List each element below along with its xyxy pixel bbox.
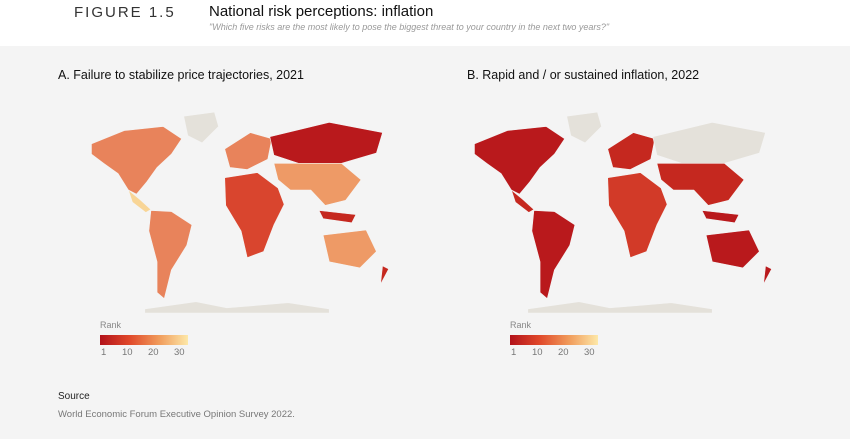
- legend-tick: 10: [532, 347, 543, 358]
- legend-tick: 1: [101, 347, 107, 358]
- region-africa: [224, 172, 285, 259]
- region-south-asia: [656, 163, 745, 206]
- legend-tick: 20: [558, 347, 569, 358]
- region-new-zealand: [763, 265, 773, 285]
- region-russia: [652, 122, 766, 164]
- source-text: World Economic Forum Executive Opinion S…: [58, 409, 295, 420]
- region-new-zealand: [380, 265, 390, 285]
- region-indonesia: [318, 210, 357, 224]
- header: FIGURE 1.5 National risk perceptions: in…: [0, 0, 850, 46]
- region-antarctica: [527, 301, 713, 313]
- region-australia: [705, 229, 760, 269]
- panel-a-title: A. Failure to stabilize price trajectori…: [58, 68, 304, 82]
- legend-tick: 30: [584, 347, 595, 358]
- figure-subtitle: "Which five risks are the most likely to…: [209, 22, 610, 32]
- panel-b-title: B. Rapid and / or sustained inflation, 2…: [467, 68, 700, 82]
- legend-label: Rank: [100, 320, 122, 330]
- legend-tick: 1: [511, 347, 517, 358]
- legend-color-scale: [100, 335, 188, 345]
- region-africa: [607, 172, 668, 259]
- region-antarctica: [144, 301, 330, 313]
- source-label: Source: [58, 391, 90, 402]
- region-europe: [607, 132, 656, 170]
- region-central-america: [127, 189, 152, 213]
- legend-tick: 30: [174, 347, 185, 358]
- region-greenland: [566, 111, 602, 144]
- map-panel-b: [474, 111, 773, 313]
- legend-tick: 10: [122, 347, 133, 358]
- region-north-america: [474, 126, 566, 195]
- region-australia: [322, 229, 377, 269]
- region-south-america: [531, 210, 576, 300]
- legend-label: Rank: [510, 320, 532, 330]
- region-europe: [224, 132, 273, 170]
- region-south-america: [148, 210, 193, 300]
- region-greenland: [183, 111, 219, 144]
- map-panel-a: [91, 111, 390, 313]
- region-russia: [269, 122, 383, 164]
- figure-title: National risk perceptions: inflation: [209, 3, 434, 20]
- legend-panel-b: Rank 1 10 20 30: [510, 320, 610, 359]
- legend-color-scale: [510, 335, 598, 345]
- legend-panel-a: Rank 1 10 20 30: [100, 320, 200, 359]
- region-central-america: [510, 189, 535, 213]
- legend-tick: 20: [148, 347, 159, 358]
- region-indonesia: [701, 210, 740, 224]
- region-south-asia: [273, 163, 362, 206]
- figure-number: FIGURE 1.5: [74, 4, 176, 21]
- region-north-america: [91, 126, 183, 195]
